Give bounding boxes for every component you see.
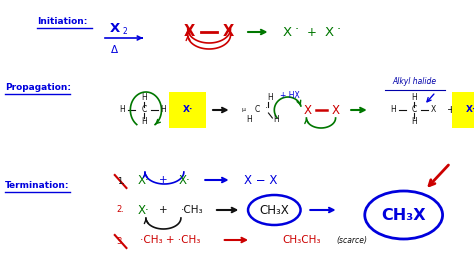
Text: H: H xyxy=(273,115,279,124)
Text: CH₃CH₃: CH₃CH₃ xyxy=(283,235,321,245)
Text: H: H xyxy=(411,94,417,102)
Text: Termination:: Termination: xyxy=(5,181,69,190)
Text: H: H xyxy=(267,94,273,102)
Text: ·: · xyxy=(337,23,340,36)
Text: X: X xyxy=(431,105,437,115)
Text: X: X xyxy=(109,22,120,34)
Text: H: H xyxy=(141,118,147,126)
Text: X − X: X − X xyxy=(244,174,277,187)
Text: X: X xyxy=(184,25,195,39)
Text: X·: X· xyxy=(182,105,193,115)
Text: CH₃X: CH₃X xyxy=(259,203,289,216)
Text: X·: X· xyxy=(138,174,150,187)
Text: 3.: 3. xyxy=(117,238,125,246)
Text: + HX: + HX xyxy=(280,92,300,100)
Text: +: + xyxy=(159,205,168,215)
Text: (scarce): (scarce) xyxy=(337,235,368,245)
Text: C: C xyxy=(254,105,259,115)
Text: H: H xyxy=(120,105,126,115)
Text: X: X xyxy=(303,104,311,116)
Text: ·: · xyxy=(295,23,299,36)
Text: Initiation:: Initiation: xyxy=(37,17,87,26)
Text: ·CH₃ + ·CH₃: ·CH₃ + ·CH₃ xyxy=(140,235,201,245)
Text: +: + xyxy=(159,175,168,185)
Text: ·: · xyxy=(265,105,268,113)
Text: 2.: 2. xyxy=(117,206,125,214)
Text: +: + xyxy=(447,105,456,115)
Text: Propagation:: Propagation: xyxy=(5,84,71,92)
Text: 2: 2 xyxy=(122,28,127,36)
Text: 1.: 1. xyxy=(117,177,125,187)
Text: X·: X· xyxy=(465,105,474,115)
Text: H: H xyxy=(161,105,166,115)
Text: X·: X· xyxy=(138,203,150,216)
Text: X: X xyxy=(223,25,234,39)
Text: H: H xyxy=(390,105,396,115)
Text: Δ: Δ xyxy=(111,45,118,55)
Text: +: + xyxy=(306,25,316,38)
Text: µ: µ xyxy=(241,107,245,113)
Text: CH₃X: CH₃X xyxy=(382,208,426,222)
Text: X: X xyxy=(283,25,292,38)
Text: C: C xyxy=(412,105,417,115)
Text: Alkyl halide: Alkyl halide xyxy=(392,78,437,86)
Text: X: X xyxy=(324,25,333,38)
Text: H: H xyxy=(246,115,252,124)
Text: ·CH₃: ·CH₃ xyxy=(181,205,204,215)
Text: H: H xyxy=(411,118,417,126)
Text: X·: X· xyxy=(179,174,191,187)
Text: H: H xyxy=(141,94,147,102)
Text: C: C xyxy=(141,105,146,115)
Text: X: X xyxy=(332,104,339,116)
